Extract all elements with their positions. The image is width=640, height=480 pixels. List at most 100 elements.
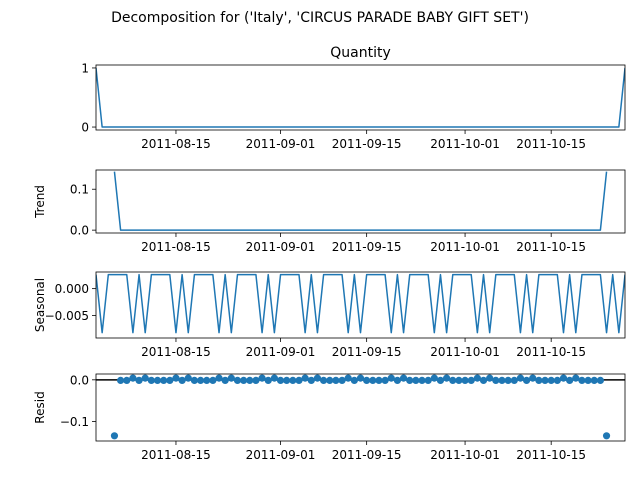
resid-point — [486, 374, 494, 382]
x-tick-label: 2011-09-15 — [332, 240, 402, 254]
resid-point — [252, 376, 260, 385]
resid-point — [135, 376, 143, 385]
resid-point — [172, 374, 180, 382]
resid-point — [184, 374, 192, 382]
x-tick-label: 2011-10-15 — [516, 448, 586, 462]
resid-point — [369, 376, 377, 385]
resid-point — [301, 374, 309, 382]
resid-point — [436, 376, 445, 385]
y-axis-label: Seasonal — [33, 278, 47, 332]
x-tick-label: 2011-10-15 — [516, 137, 586, 151]
resid-point — [332, 376, 340, 385]
resid-point — [375, 376, 383, 385]
resid-point — [492, 376, 500, 385]
resid-point — [455, 376, 463, 385]
resid-outlier-point — [602, 432, 611, 440]
panels: Quantity 0 1 2011-08-15 2011-09-01 2011-09-15… — [33, 45, 626, 462]
resid-point — [572, 374, 580, 382]
figure-title: Decomposition for ('Italy', 'CIRCUS PARA… — [111, 10, 529, 26]
resid-point — [596, 376, 604, 385]
y-tick-label: 1 — [81, 61, 89, 75]
resid-point — [535, 376, 543, 385]
resid-point — [412, 376, 420, 385]
resid-point — [313, 374, 322, 382]
resid-point — [529, 374, 537, 382]
resid-point — [307, 376, 315, 385]
resid-point — [559, 374, 568, 382]
resid-point — [381, 376, 389, 385]
plot-area — [96, 273, 625, 334]
panel-1: Quantity 0 1 2011-08-15 2011-09-01 2011-09-15… — [81, 45, 626, 151]
resid-point — [221, 376, 229, 385]
resid-point — [190, 376, 199, 385]
resid-point — [393, 376, 402, 385]
resid-point — [541, 376, 549, 385]
resid-point — [443, 374, 451, 382]
panel-frame — [95, 64, 626, 131]
resid-point — [141, 374, 149, 382]
resid-point — [344, 374, 352, 382]
resid-point — [578, 376, 586, 385]
x-tick-label: 2011-08-15 — [141, 345, 211, 359]
resid-point — [196, 376, 205, 385]
resid-point — [498, 376, 506, 385]
resid-point — [166, 376, 174, 385]
x-tick-label: 2011-10-01 — [430, 345, 500, 359]
resid-point — [276, 376, 285, 385]
x-tick-label: 2011-10-01 — [430, 240, 500, 254]
resid-point — [270, 374, 278, 382]
resid-point — [264, 376, 272, 385]
panel-frame — [95, 271, 626, 339]
panel-frame — [95, 169, 626, 234]
resid-point — [430, 374, 438, 382]
resid-point — [479, 376, 488, 385]
y-tick-label: −0.1 — [60, 415, 89, 429]
series-line — [96, 67, 625, 128]
resid-point — [209, 376, 217, 385]
resid-point — [129, 374, 137, 382]
resid-point — [566, 376, 574, 385]
resid-point — [227, 374, 235, 382]
resid-point — [295, 376, 303, 385]
y-tick-label: 0 — [81, 121, 89, 135]
panel-4: Resid 0.0 −0.1 2011-08-15 2011-09-01 2011-09-… — [33, 373, 626, 462]
y-axis-label: Trend — [33, 185, 47, 219]
panel-frame — [95, 373, 626, 442]
y-tick-label: −0.005 — [45, 309, 89, 323]
resid-point — [547, 376, 555, 385]
x-tick-label: 2011-10-15 — [516, 345, 586, 359]
resid-point — [590, 376, 598, 385]
resid-point — [338, 376, 346, 385]
x-tick-label: 2011-09-01 — [246, 448, 316, 462]
resid-point — [387, 374, 395, 382]
resid-point — [424, 376, 432, 385]
panel-3: Seasonal 0.000 −0.005 2011-08-15 2011-09-01 2… — [33, 271, 626, 359]
resid-point — [473, 374, 481, 382]
y-tick-label: 0.000 — [55, 282, 89, 296]
series-line — [113, 171, 608, 231]
resid-outlier-point — [110, 432, 119, 440]
x-tick-label: 2011-08-15 — [141, 240, 211, 254]
y-tick-label: 0.1 — [70, 183, 89, 197]
resid-point — [117, 376, 125, 385]
resid-point — [467, 376, 475, 385]
resid-point — [160, 376, 168, 385]
y-tick-label: 0.0 — [70, 224, 89, 238]
plot-area — [96, 374, 625, 440]
x-tick-label: 2011-09-01 — [246, 240, 316, 254]
resid-point — [153, 376, 162, 385]
resid-point — [553, 376, 561, 385]
resid-point — [246, 376, 254, 385]
plot-area — [113, 171, 608, 231]
resid-point — [233, 376, 242, 385]
resid-point — [258, 374, 266, 382]
y-axis-label: Resid — [33, 391, 47, 423]
resid-point — [516, 374, 525, 382]
resid-point — [123, 376, 131, 385]
x-tick-label: 2011-09-15 — [332, 448, 402, 462]
plot-area — [96, 67, 625, 128]
resid-point — [203, 376, 211, 385]
resid-point — [504, 376, 512, 385]
y-tick-label: 0.0 — [70, 373, 89, 387]
